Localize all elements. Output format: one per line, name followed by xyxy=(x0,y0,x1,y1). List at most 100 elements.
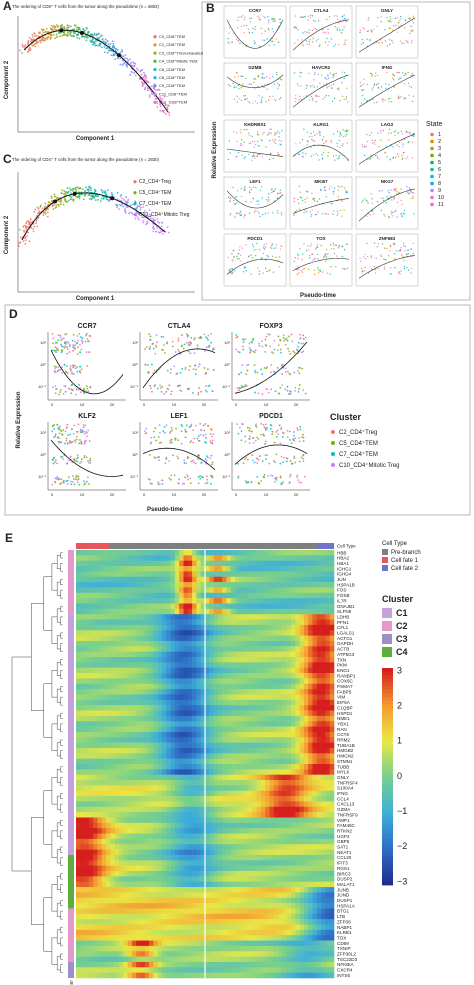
heat-cell xyxy=(80,689,85,695)
heat-cell xyxy=(303,640,309,647)
cell-point xyxy=(26,235,29,237)
heat-cell xyxy=(230,635,236,642)
cell-point xyxy=(294,15,297,17)
cell-point xyxy=(389,16,391,18)
heat-cell xyxy=(80,582,85,588)
cell-point xyxy=(293,371,296,374)
cell-point xyxy=(93,33,96,36)
cell-point xyxy=(339,154,341,157)
heat-cell xyxy=(213,630,219,636)
x-tick-label: 20 xyxy=(202,402,207,407)
heat-cell xyxy=(110,694,115,701)
heat-cell xyxy=(84,683,90,690)
cell-point xyxy=(336,145,339,148)
heat-cell xyxy=(239,619,244,626)
heat-cell xyxy=(248,678,253,685)
heat-cell xyxy=(110,630,115,636)
heat-cell xyxy=(205,614,210,620)
heat-cell xyxy=(308,646,313,652)
cell-point xyxy=(300,270,303,272)
heat-cell xyxy=(106,624,111,631)
cell-point xyxy=(59,336,62,338)
cell-point xyxy=(91,43,94,46)
cell-point xyxy=(403,209,406,212)
heat-cell xyxy=(196,689,201,695)
heat-cell xyxy=(149,566,154,572)
cell-point xyxy=(58,477,61,480)
cell-point xyxy=(153,369,156,372)
cell-point xyxy=(178,384,180,387)
heat-cell xyxy=(127,662,133,668)
cell-point xyxy=(21,45,24,48)
heat-cell xyxy=(295,651,300,658)
heat-cell xyxy=(127,566,133,572)
heat-cell xyxy=(291,582,296,588)
heat-cell xyxy=(213,560,219,567)
cell-point xyxy=(284,343,287,346)
cell-point xyxy=(299,248,301,250)
cell-point xyxy=(253,88,256,90)
cell-point xyxy=(103,46,106,48)
cell-point xyxy=(328,41,330,43)
cell-point xyxy=(233,86,235,89)
cell-point xyxy=(235,86,237,88)
cell-point xyxy=(339,186,341,188)
legend-swatch xyxy=(133,213,137,217)
heat-cell xyxy=(230,630,236,636)
cell-point xyxy=(278,18,281,21)
cell-point xyxy=(390,21,393,23)
cell-point xyxy=(270,132,272,135)
heat-cell xyxy=(248,689,253,695)
heat-cell xyxy=(157,614,163,620)
cell-point xyxy=(301,39,303,41)
cell-point xyxy=(234,196,236,198)
heat-cell xyxy=(252,683,257,690)
heat-cell xyxy=(136,630,141,636)
heat-cell xyxy=(157,651,163,658)
cell-point xyxy=(83,456,86,459)
cell-point xyxy=(173,474,176,477)
axis xyxy=(139,332,218,401)
cell-point xyxy=(174,437,177,440)
cell-point xyxy=(286,389,289,392)
cell-point xyxy=(60,199,62,202)
cell-point xyxy=(149,345,152,348)
heat-cell xyxy=(93,592,98,599)
cell-point xyxy=(241,143,243,146)
heat-cell xyxy=(312,646,318,652)
axis xyxy=(47,422,126,491)
cell-point xyxy=(308,31,310,34)
cell-point xyxy=(89,40,92,42)
cell-point xyxy=(257,267,259,269)
cell-point xyxy=(300,456,303,459)
legend-swatch xyxy=(331,452,335,456)
cell-point xyxy=(275,243,278,246)
cell-point xyxy=(59,334,62,337)
cell-point xyxy=(403,213,406,215)
heat-cell xyxy=(235,603,240,610)
cell-point xyxy=(79,462,81,465)
cell-point xyxy=(299,71,301,74)
heat-cell xyxy=(153,678,158,685)
panel-label: B xyxy=(206,1,215,15)
heat-cell xyxy=(329,566,335,572)
cell-point xyxy=(393,197,395,199)
cell-point xyxy=(274,461,277,463)
cell-point xyxy=(377,146,380,148)
heat-cell xyxy=(295,619,300,626)
cell-point xyxy=(204,423,207,425)
heat-cell xyxy=(84,624,90,631)
cell-point xyxy=(62,193,65,195)
cell-point xyxy=(297,198,299,200)
cell-point xyxy=(253,140,256,143)
cell-point xyxy=(331,202,333,205)
heat-cell xyxy=(303,667,309,674)
legend-label: 5 xyxy=(438,160,441,166)
cell-point xyxy=(336,27,339,29)
cell-point xyxy=(398,96,400,99)
cell-point xyxy=(78,332,81,335)
cell-point xyxy=(205,336,207,339)
heat-cell xyxy=(252,587,257,594)
heat-cell xyxy=(303,678,309,685)
cell-point xyxy=(384,29,386,31)
